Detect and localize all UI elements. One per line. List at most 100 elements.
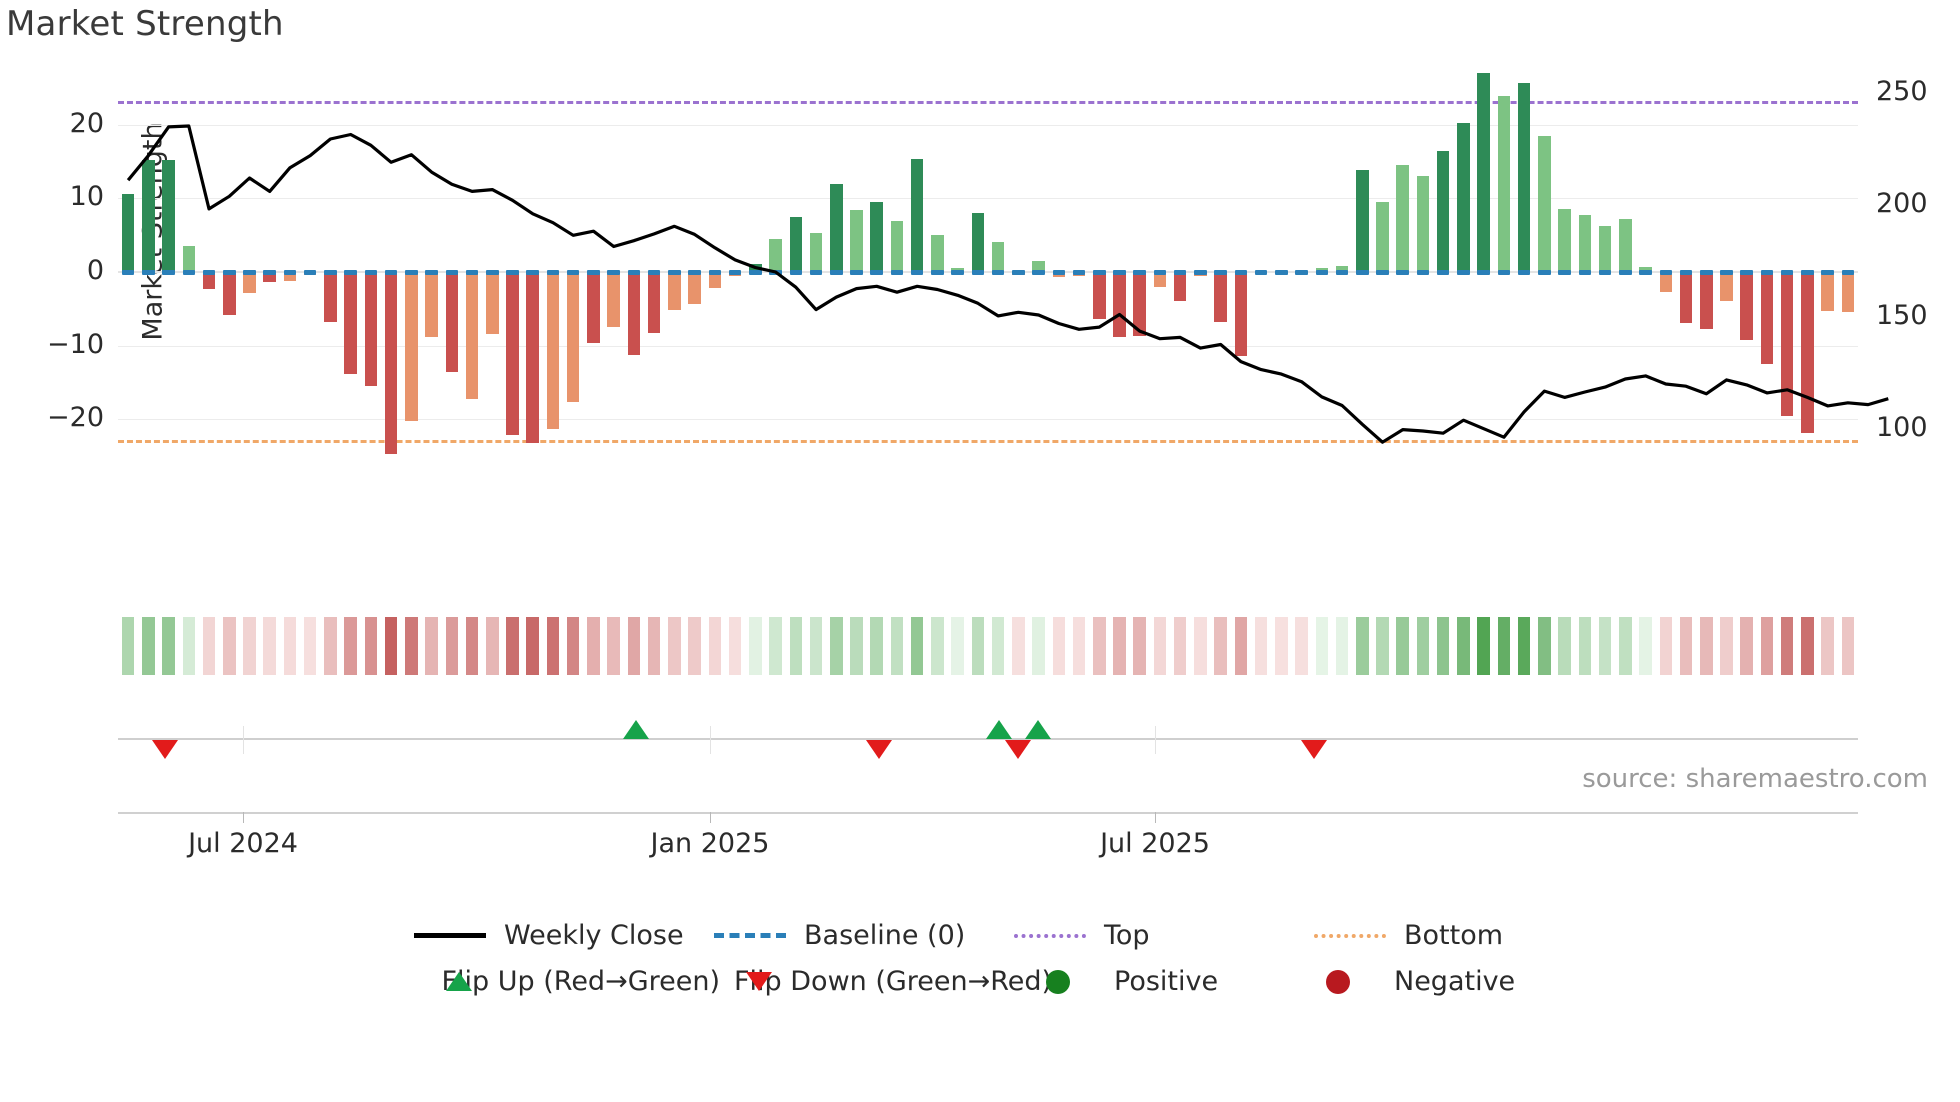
baseline-segment	[1477, 270, 1490, 275]
heatmap-cell	[243, 617, 256, 675]
flip-row-gridline	[243, 726, 244, 754]
baseline-segment	[1821, 270, 1834, 275]
dashed-line-blue-icon	[714, 933, 786, 938]
strength-bar	[769, 238, 782, 272]
strength-bar	[1639, 266, 1652, 272]
baseline-segment	[1740, 270, 1753, 275]
legend-label: Flip Down (Green→Red)	[734, 965, 1053, 997]
strength-bar	[1457, 123, 1470, 272]
heatmap-cell	[1052, 617, 1066, 675]
solid-line-black-icon	[414, 933, 486, 938]
heatmap-cell	[1821, 617, 1834, 675]
source-note: source: sharemaestro.com	[1582, 764, 1928, 794]
legend-item[interactable]: Flip Up (Red→Green)	[420, 966, 721, 997]
baseline-segment	[1335, 270, 1349, 275]
strength-bar	[1780, 272, 1794, 417]
heatmap-cell	[1376, 617, 1389, 675]
baseline-segment	[1639, 270, 1652, 275]
triangle-up-green-icon	[446, 972, 472, 991]
baseline-segment	[566, 270, 580, 275]
baseline-segment	[364, 270, 378, 275]
baseline-segment	[546, 270, 560, 275]
dot-green-icon	[1046, 970, 1070, 994]
baseline-segment	[1538, 270, 1551, 275]
heatmap-cell	[1699, 617, 1713, 675]
baseline-segment	[1720, 270, 1733, 275]
flip-down-marker	[1005, 740, 1031, 759]
heatmap-cell	[142, 617, 155, 675]
baseline-segment	[1699, 270, 1713, 275]
strength-bar	[931, 235, 944, 272]
strength-bar	[142, 160, 155, 272]
heatmap-cell	[809, 617, 823, 675]
baseline-segment	[1457, 270, 1470, 275]
legend-item[interactable]: Bottom	[1310, 920, 1550, 951]
strength-bar	[910, 158, 924, 272]
baseline-segment	[870, 270, 883, 275]
legend-item[interactable]: Negative	[1300, 966, 1540, 997]
strength-bar	[1619, 219, 1632, 272]
strength-bar	[850, 210, 863, 272]
y-axis-right-tick: 100	[1876, 411, 1928, 443]
legend-label: Negative	[1394, 965, 1516, 997]
legend-label: Top	[1104, 919, 1150, 951]
y-axis-left-tick: −10	[47, 328, 104, 360]
heatmap-cell	[546, 617, 560, 675]
baseline-segment	[1841, 270, 1855, 275]
heatmap-cell	[526, 617, 540, 675]
legend-item[interactable]: Baseline (0)	[710, 920, 1010, 951]
legend-key-dot-red	[1300, 967, 1380, 995]
legend-key-dotted-line-orange	[1310, 921, 1390, 949]
strength-bar	[971, 213, 985, 272]
heatmap-cell	[890, 617, 904, 675]
heatmap-cell	[951, 617, 964, 675]
legend-item[interactable]: Weekly Close	[410, 920, 710, 951]
baseline-segment	[1072, 270, 1086, 275]
heatmap-cell	[1780, 617, 1794, 675]
legend-key-triangle-up-green	[420, 967, 472, 995]
baseline-segment	[1133, 270, 1146, 275]
baseline-segment	[1578, 270, 1592, 275]
strength-bar	[789, 216, 803, 272]
strength-bar	[1720, 272, 1733, 301]
legend-label: Bottom	[1404, 919, 1504, 951]
baseline-segment	[627, 270, 641, 275]
baseline-segment	[829, 270, 843, 275]
strength-bar	[202, 272, 216, 289]
strength-bar	[1659, 272, 1673, 292]
flip-down-marker	[152, 740, 178, 759]
baseline-segment	[1659, 270, 1673, 275]
heatmap-cell	[870, 617, 883, 675]
heatmap-cell	[971, 617, 985, 675]
heatmap-cell	[1396, 617, 1410, 675]
legend-item[interactable]: Flip Down (Green→Red)	[720, 966, 1052, 997]
strength-bar	[1133, 272, 1146, 336]
weekly-close-polyline	[126, 124, 1889, 444]
strength-bar	[1032, 260, 1045, 272]
legend-label: Weekly Close	[504, 919, 684, 951]
strength-bar	[1598, 225, 1612, 272]
legend-item[interactable]: Positive	[1020, 966, 1300, 997]
baseline-segment	[910, 270, 924, 275]
baseline-segment	[1376, 270, 1389, 275]
strength-bar	[1821, 272, 1834, 311]
heatmap-cell	[162, 617, 175, 675]
strength-bar	[991, 241, 1005, 272]
heatmap-cell	[566, 617, 580, 675]
legend-key-dashed-line-blue	[710, 921, 790, 949]
heatmap-cell	[910, 617, 924, 675]
heatmap-cell	[364, 617, 378, 675]
strength-bar	[324, 272, 337, 323]
baseline-segment	[1254, 270, 1268, 275]
heatmap-cell	[1133, 617, 1146, 675]
baseline-segment	[1052, 270, 1066, 275]
heatmap-cell	[1517, 617, 1531, 675]
baseline-segment	[425, 270, 438, 275]
legend-item[interactable]: Top	[1010, 920, 1310, 951]
strength-bar	[1740, 272, 1753, 341]
dotted-line-orange-icon	[1314, 934, 1386, 938]
strength-bar	[1335, 266, 1349, 272]
flip-row-gridline	[710, 726, 711, 754]
baseline-segment	[991, 270, 1005, 275]
strength-bar	[1538, 135, 1551, 272]
